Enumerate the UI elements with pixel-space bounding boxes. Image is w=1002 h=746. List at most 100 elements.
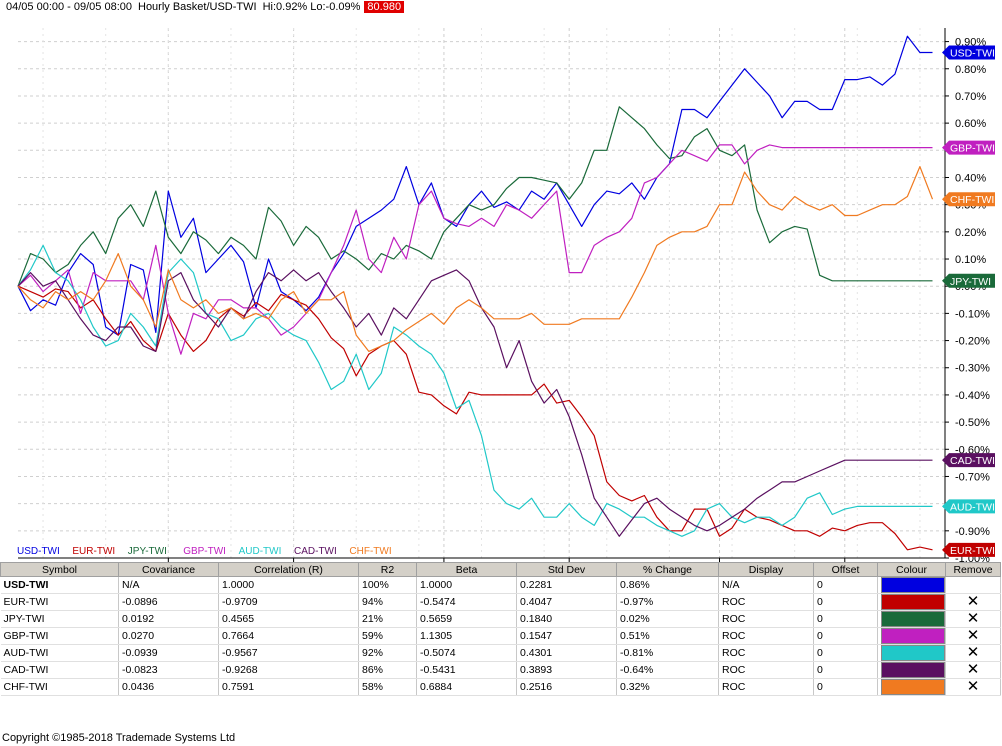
cell-remove[interactable]: ✕ xyxy=(945,678,1001,696)
table-row[interactable]: CAD-TWI -0.0823 -0.9268 86% -0.5431 0.3893 -0.… xyxy=(0,661,1001,679)
cell-remove[interactable]: ✕ xyxy=(945,661,1001,679)
cell-covariance: -0.0939 xyxy=(118,644,219,662)
cell-symbol: GBP-TWI xyxy=(0,627,119,645)
cell-correlation: 0.4565 xyxy=(218,610,359,628)
last-price-badge: 80.980 xyxy=(364,1,405,13)
colour-swatch[interactable] xyxy=(881,577,945,593)
end-label-cad-twi: CAD-TWI xyxy=(942,453,995,468)
close-x-icon[interactable]: ✕ xyxy=(966,661,980,678)
column-header-remove[interactable]: Remove xyxy=(945,562,1001,577)
cell-colour[interactable] xyxy=(877,678,946,696)
cell-beta: 1.0000 xyxy=(416,576,517,594)
cell-r2: 59% xyxy=(358,627,417,645)
table-row[interactable]: GBP-TWI 0.0270 0.7664 59% 1.1305 0.1547 0.51% R… xyxy=(0,627,1001,645)
table-row[interactable]: AUD-TWI -0.0939 -0.9567 92% -0.5074 0.4301 -0.… xyxy=(0,644,1001,662)
y-tick-label: -0.90% xyxy=(955,526,990,538)
y-tick-label: 0.10% xyxy=(955,254,986,266)
close-x-icon[interactable]: ✕ xyxy=(966,610,980,627)
series-line-usd-twi xyxy=(17,35,933,336)
column-header-symbol[interactable]: Symbol xyxy=(0,562,119,577)
cell-stddev: 0.2281 xyxy=(516,576,617,594)
cell-symbol: AUD-TWI xyxy=(0,644,119,662)
y-tick-label: 0.20% xyxy=(955,227,986,239)
column-header--change[interactable]: % Change xyxy=(616,562,719,577)
cell-beta: -0.5474 xyxy=(416,593,517,611)
end-label-jpy-twi: JPY-TWI xyxy=(942,273,995,288)
cell-colour[interactable] xyxy=(877,593,946,611)
cell-display: ROC xyxy=(718,610,814,628)
cell-change: 0.02% xyxy=(616,610,719,628)
column-header-covariance[interactable]: Covariance xyxy=(118,562,219,577)
cell-symbol: EUR-TWI xyxy=(0,593,119,611)
cell-change: 0.86% xyxy=(616,576,719,594)
table-row[interactable]: CHF-TWI 0.0436 0.7591 58% 0.6884 0.2516 0.32% R… xyxy=(0,678,1001,696)
close-x-icon[interactable]: ✕ xyxy=(966,644,980,661)
colour-swatch[interactable] xyxy=(881,611,945,627)
cell-stddev: 0.1547 xyxy=(516,627,617,645)
cell-remove[interactable]: ✕ xyxy=(945,610,1001,628)
series-line-chf-twi xyxy=(17,166,934,352)
end-label-text: CAD-TWI xyxy=(950,455,995,467)
correlation-chart[interactable]: 0.90%0.80%0.70%0.60%0.50%0.40%0.30%0.20%… xyxy=(0,14,1002,562)
cell-offset: 0 xyxy=(813,576,878,594)
table-row[interactable]: USD-TWI N/A 1.0000 100% 1.0000 0.2281 0.86% N/A… xyxy=(0,576,1001,594)
cell-covariance: 0.0436 xyxy=(118,678,219,696)
cell-covariance: 0.0270 xyxy=(118,627,219,645)
cell-beta: 0.5659 xyxy=(416,610,517,628)
close-x-icon[interactable]: ✕ xyxy=(966,627,980,644)
end-label-tag xyxy=(942,453,995,468)
legend-item-eur-twi: EUR-TWI xyxy=(72,546,115,557)
colour-swatch[interactable] xyxy=(881,594,945,610)
column-header-std-dev[interactable]: Std Dev xyxy=(516,562,617,577)
column-header-colour[interactable]: Colour xyxy=(877,562,946,577)
cell-colour[interactable] xyxy=(877,576,946,594)
cell-remove[interactable]: ✕ xyxy=(945,627,1001,645)
cell-display: ROC xyxy=(718,593,814,611)
stats-table: Symbol Covariance Correlation (R) R2 Beta Std… xyxy=(0,562,1001,696)
cell-colour[interactable] xyxy=(877,627,946,645)
colour-swatch[interactable] xyxy=(881,662,945,678)
cell-remove[interactable]: ✕ xyxy=(945,593,1001,611)
column-header-offset[interactable]: Offset xyxy=(813,562,878,577)
end-label-tag xyxy=(942,499,995,514)
legend-item-gbp-twi: GBP-TWI xyxy=(183,546,226,557)
grid xyxy=(18,28,945,559)
colour-swatch[interactable] xyxy=(881,628,945,644)
series-line-aud-twi xyxy=(17,244,933,537)
end-label-aud-twi: AUD-TWI xyxy=(942,499,995,514)
column-header-display[interactable]: Display xyxy=(718,562,814,577)
cell-r2: 86% xyxy=(358,661,417,679)
legend-item-usd-twi: USD-TWI xyxy=(17,546,60,557)
cell-covariance: 0.0192 xyxy=(118,610,219,628)
end-label-eur-twi: EUR-TWI xyxy=(942,542,995,557)
legend-item-aud-twi: AUD-TWI xyxy=(239,546,282,557)
cell-stddev: 0.4047 xyxy=(516,593,617,611)
cell-stddev: 0.2516 xyxy=(516,678,617,696)
cell-offset: 0 xyxy=(813,661,878,679)
series-lines xyxy=(17,35,934,551)
column-header-r2[interactable]: R2 xyxy=(358,562,417,577)
column-header-beta[interactable]: Beta xyxy=(416,562,517,577)
end-label-text: CHF-TWI xyxy=(950,194,994,206)
cell-colour[interactable] xyxy=(877,644,946,662)
close-x-icon[interactable]: ✕ xyxy=(966,593,980,610)
cell-remove[interactable]: ✕ xyxy=(945,644,1001,662)
cell-offset: 0 xyxy=(813,678,878,696)
cell-colour[interactable] xyxy=(877,610,946,628)
cell-symbol: USD-TWI xyxy=(0,576,119,594)
table-body: USD-TWI N/A 1.0000 100% 1.0000 0.2281 0.86% N/A… xyxy=(0,576,1001,696)
cell-remove xyxy=(945,576,1001,594)
series-line-gbp-twi xyxy=(17,144,933,355)
close-x-icon[interactable]: ✕ xyxy=(966,678,980,695)
cell-correlation: 1.0000 xyxy=(218,576,359,594)
table-row[interactable]: JPY-TWI 0.0192 0.4565 21% 0.5659 0.1840 0.02% R… xyxy=(0,610,1001,628)
colour-swatch[interactable] xyxy=(881,679,945,695)
cell-colour[interactable] xyxy=(877,661,946,679)
series-line-jpy-twi xyxy=(17,106,933,287)
column-header-correlation-r[interactable]: Correlation (R) xyxy=(218,562,359,577)
table-row[interactable]: EUR-TWI -0.0896 -0.9709 94% -0.5474 0.4047 -0.… xyxy=(0,593,1001,611)
cell-symbol: CAD-TWI xyxy=(0,661,119,679)
end-label-gbp-twi: GBP-TWI xyxy=(942,140,995,155)
colour-swatch[interactable] xyxy=(881,645,945,661)
cell-display: ROC xyxy=(718,627,814,645)
